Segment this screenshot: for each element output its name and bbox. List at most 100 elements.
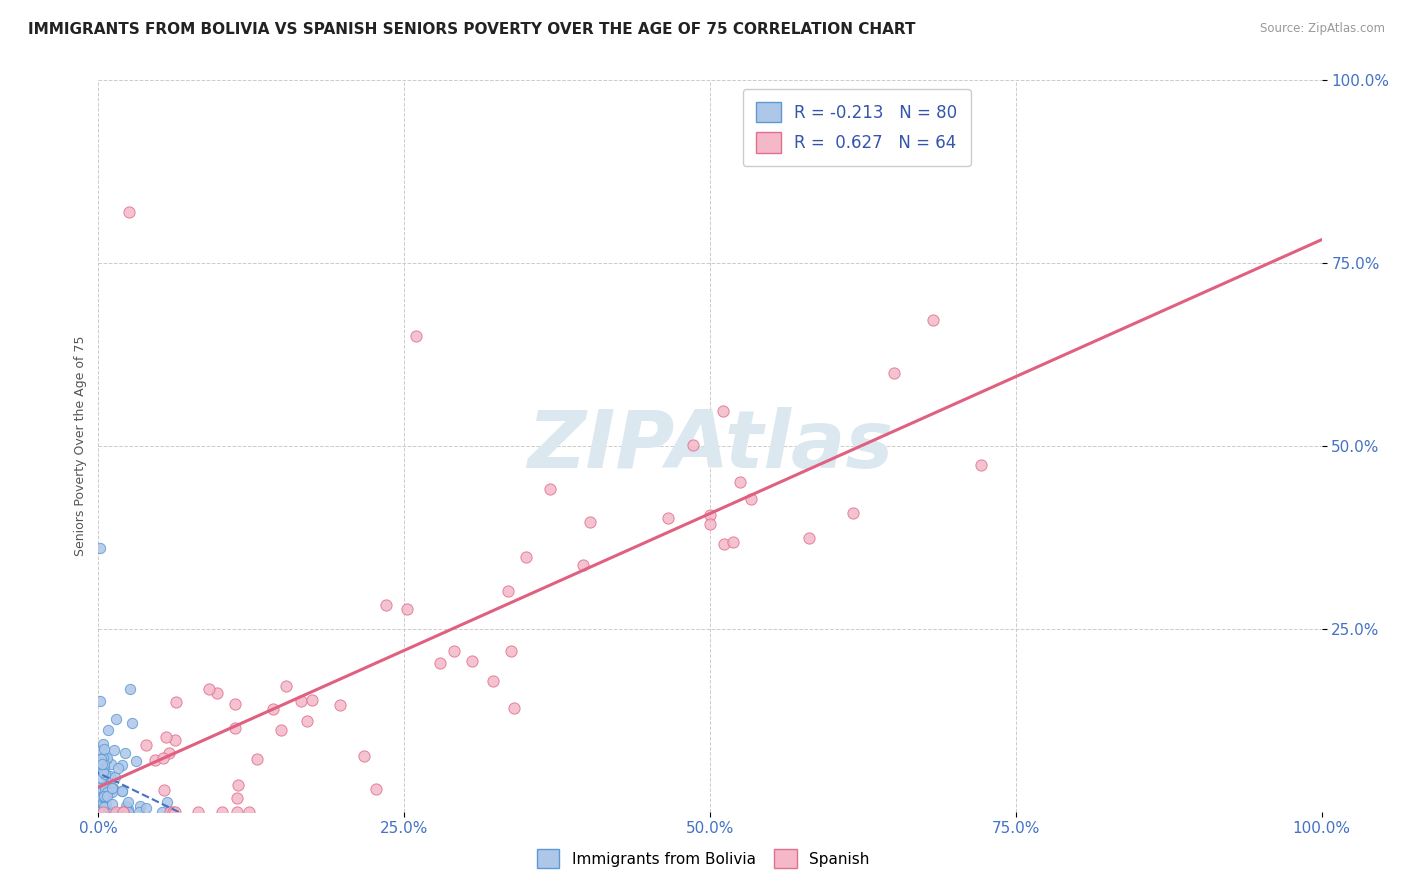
Point xyxy=(682,438,704,452)
Point xyxy=(135,738,157,752)
Point xyxy=(842,506,865,520)
Point xyxy=(571,558,593,573)
Point xyxy=(100,805,122,819)
Point xyxy=(135,801,157,815)
Point xyxy=(87,756,110,771)
Point xyxy=(290,694,312,708)
Point xyxy=(96,789,118,803)
Point xyxy=(366,781,388,796)
Point xyxy=(91,764,114,779)
Point xyxy=(111,805,134,819)
Point xyxy=(226,778,249,792)
Point xyxy=(91,800,114,814)
Point xyxy=(111,784,134,798)
Point xyxy=(101,782,124,797)
Point xyxy=(155,731,177,745)
Point xyxy=(89,761,111,775)
Point xyxy=(156,796,179,810)
Point xyxy=(97,805,120,819)
Point xyxy=(90,805,112,819)
Point xyxy=(94,767,117,781)
Point xyxy=(152,782,174,797)
Text: IMMIGRANTS FROM BOLIVIA VS SPANISH SENIORS POVERTY OVER THE AGE OF 75 CORRELATIO: IMMIGRANTS FROM BOLIVIA VS SPANISH SENIO… xyxy=(28,22,915,37)
Point xyxy=(93,789,115,803)
Point xyxy=(90,757,112,772)
Point xyxy=(713,536,735,550)
Point xyxy=(100,756,122,771)
Point xyxy=(89,805,111,819)
Point xyxy=(740,491,762,506)
Point xyxy=(93,779,115,793)
Point xyxy=(117,805,139,819)
Point xyxy=(93,789,115,804)
Point xyxy=(117,802,139,816)
Point xyxy=(353,748,375,763)
Point xyxy=(159,805,181,819)
Point xyxy=(262,701,284,715)
Point xyxy=(94,782,117,797)
Point xyxy=(295,714,318,729)
Point xyxy=(461,654,484,668)
Point xyxy=(98,768,121,782)
Point xyxy=(699,508,721,522)
Point xyxy=(91,797,114,811)
Point xyxy=(224,697,246,711)
Point xyxy=(143,753,166,767)
Point xyxy=(502,701,524,715)
Point xyxy=(246,752,269,766)
Point xyxy=(90,805,112,819)
Point xyxy=(91,789,114,804)
Point xyxy=(159,747,181,761)
Point xyxy=(103,780,125,795)
Point xyxy=(90,771,112,785)
Point xyxy=(118,205,141,219)
Legend: Immigrants from Bolivia, Spanish: Immigrants from Bolivia, Spanish xyxy=(529,841,877,875)
Point xyxy=(103,743,125,757)
Point xyxy=(429,656,451,670)
Point xyxy=(94,778,117,792)
Point xyxy=(797,531,820,545)
Point xyxy=(94,752,117,766)
Legend: R = -0.213   N = 80, R =  0.627   N = 64: R = -0.213 N = 80, R = 0.627 N = 64 xyxy=(742,88,970,166)
Point xyxy=(128,805,150,819)
Point xyxy=(101,781,124,796)
Point xyxy=(96,796,118,810)
Point xyxy=(101,797,124,811)
Point xyxy=(721,535,744,549)
Point xyxy=(93,757,115,772)
Point xyxy=(711,403,734,417)
Point xyxy=(100,784,122,798)
Point xyxy=(117,795,139,809)
Point xyxy=(87,781,110,796)
Y-axis label: Seniors Poverty Over the Age of 75: Seniors Poverty Over the Age of 75 xyxy=(75,335,87,557)
Point xyxy=(105,805,128,819)
Point xyxy=(110,758,132,772)
Point xyxy=(150,805,173,819)
Point xyxy=(90,763,112,777)
Point xyxy=(540,482,562,496)
Point xyxy=(374,599,396,613)
Point xyxy=(396,602,419,616)
Point xyxy=(91,751,114,765)
Point xyxy=(121,716,143,731)
Point xyxy=(93,805,115,819)
Point xyxy=(329,698,352,713)
Point xyxy=(482,674,505,689)
Point xyxy=(101,805,124,819)
Point xyxy=(276,679,298,693)
Point xyxy=(160,805,183,819)
Text: ZIPAtlas: ZIPAtlas xyxy=(527,407,893,485)
Point xyxy=(96,785,118,799)
Point xyxy=(93,760,115,774)
Point xyxy=(165,695,187,709)
Point xyxy=(162,805,184,819)
Point xyxy=(515,549,537,564)
Point xyxy=(496,583,519,598)
Point xyxy=(94,766,117,780)
Point xyxy=(578,515,600,529)
Point xyxy=(89,541,111,556)
Point xyxy=(91,805,114,819)
Point xyxy=(114,747,136,761)
Point xyxy=(129,798,152,813)
Point xyxy=(112,805,135,819)
